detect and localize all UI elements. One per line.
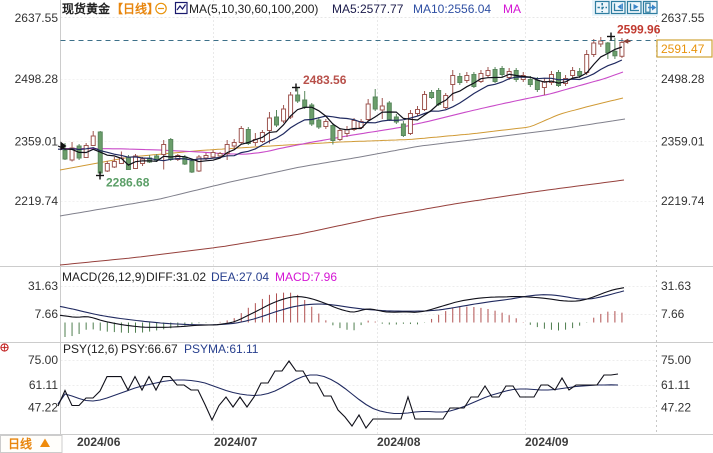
svg-text:7.66: 7.66 [35,307,59,321]
svg-text:PSYMA:61.11: PSYMA:61.11 [184,342,259,356]
svg-text:2219.74: 2219.74 [15,194,59,208]
svg-text:日线: 日线 [8,436,32,451]
svg-text:现货黄金: 现货黄金 [62,1,111,16]
svg-text:2637.55: 2637.55 [661,11,705,25]
svg-text:2024/07: 2024/07 [214,435,258,449]
svg-text:2359.01: 2359.01 [15,135,59,149]
svg-text:2498.28: 2498.28 [15,72,59,86]
svg-text:2637.55: 2637.55 [15,11,59,25]
svg-text:MACD:7.96: MACD:7.96 [275,270,337,284]
svg-text:2024/06: 2024/06 [77,435,121,449]
svg-text:75.00: 75.00 [28,353,58,367]
svg-text:MA5:2577.77: MA5:2577.77 [332,2,404,16]
svg-text:47.22: 47.22 [28,401,58,415]
svg-text:2591.47: 2591.47 [661,42,705,56]
svg-text:PSY(12,6): PSY(12,6) [63,342,118,356]
svg-text:75.00: 75.00 [661,353,691,367]
svg-text:61.11: 61.11 [661,378,690,392]
svg-text:61.11: 61.11 [29,378,58,392]
svg-text:MA10:2556.04: MA10:2556.04 [413,2,491,16]
svg-text:2359.01: 2359.01 [661,135,705,149]
svg-text:2219.74: 2219.74 [661,194,705,208]
svg-text:DEA:27.04: DEA:27.04 [211,270,269,284]
svg-text:2286.68: 2286.68 [106,176,150,190]
svg-text:MACD(26,12,9): MACD(26,12,9) [62,270,145,284]
svg-text:47.22: 47.22 [661,401,691,415]
svg-text:2024/09: 2024/09 [525,435,569,449]
svg-text:DIFF:31.02: DIFF:31.02 [146,270,206,284]
svg-text:7.66: 7.66 [661,307,685,321]
svg-text:2498.28: 2498.28 [661,72,705,86]
svg-text:MA(5,10,30,60,100,200): MA(5,10,30,60,100,200) [189,2,318,16]
svg-text:PSY:66.67: PSY:66.67 [121,342,178,356]
svg-text:2024/08: 2024/08 [377,435,421,449]
svg-text:MA: MA [503,2,521,16]
svg-text:【日线】: 【日线】 [111,1,159,16]
svg-text:2483.56: 2483.56 [303,73,347,87]
svg-text:2599.96: 2599.96 [617,23,661,37]
svg-text:31.63: 31.63 [661,279,691,293]
svg-text:31.63: 31.63 [28,279,58,293]
